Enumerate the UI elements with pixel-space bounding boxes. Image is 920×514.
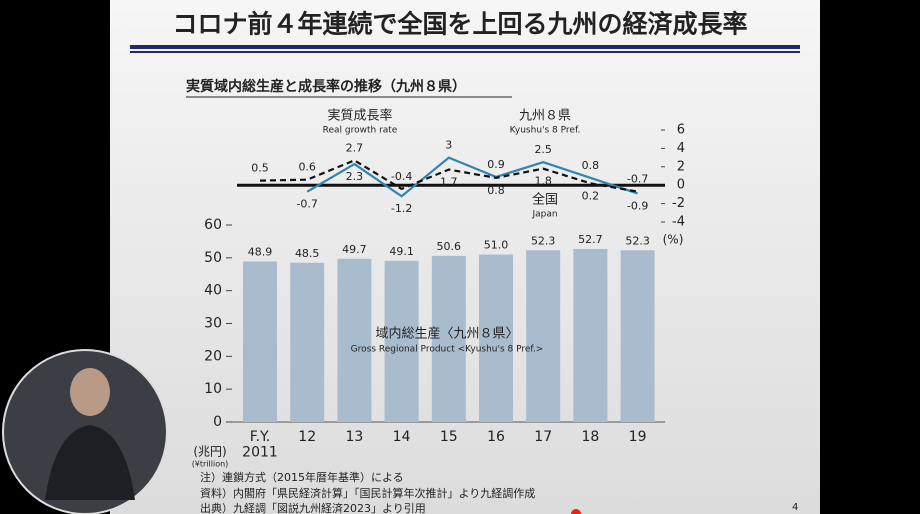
legend-label: 九州８県 — [519, 109, 571, 124]
value-label: 0.6 — [298, 161, 316, 174]
speaker-head — [70, 368, 110, 416]
legend-label-en: Kyushu's 8 Pref. — [510, 126, 581, 136]
x-tick-label: F.Y. 2011 — [242, 429, 278, 460]
line-series — [306, 156, 638, 198]
y-tick-label: -4 — [672, 215, 685, 230]
note: 資料）内閣府「県民経済計算」「国民計算年次推計」より九経調作成 — [200, 486, 535, 500]
axis-unit: (%) — [663, 233, 684, 247]
value-label: 48.9 — [248, 245, 273, 258]
value-label: -0.7 — [296, 198, 317, 211]
value-label: -1.2 — [391, 202, 412, 215]
line-series — [259, 159, 638, 193]
value-label: 51.0 — [484, 239, 509, 252]
value-label: -0.4 — [391, 170, 412, 183]
bar — [573, 248, 608, 422]
value-label: 2.3 — [346, 170, 364, 183]
value-label: 0.8 — [582, 159, 600, 172]
value-label: 3 — [445, 139, 452, 152]
value-label: 0.2 — [582, 189, 600, 202]
speaker-body — [45, 425, 135, 500]
y-tick-label: -2 — [672, 196, 685, 211]
bar — [337, 258, 372, 422]
value-label: 49.7 — [342, 243, 367, 256]
x-tick-label: 17 — [534, 429, 552, 445]
axis-unit-en: (¥trillion) — [192, 460, 229, 469]
x-tick-label: 14 — [393, 429, 411, 445]
y-tick-label: 40 — [204, 283, 222, 299]
bar — [526, 250, 561, 422]
speaker-video — [2, 349, 168, 514]
legend-label: 全国 — [532, 192, 558, 208]
y-tick-label: 10 — [204, 381, 222, 397]
bar — [290, 262, 325, 422]
value-label: 0.9 — [487, 158, 505, 171]
y-tick-label: 50 — [204, 250, 222, 266]
page-number: 4 — [792, 502, 798, 513]
axis-unit: (兆円) — [193, 445, 226, 459]
title-rule — [130, 45, 800, 49]
chart-subtitle: 実質域内総生産と成長率の推移（九州８県） — [186, 78, 466, 95]
chart-label-en: Gross Regional Product <Kyushu's 8 Pref.… — [351, 345, 544, 355]
progress-dot[interactable] — [571, 509, 581, 514]
bar — [479, 254, 513, 422]
value-label: 50.6 — [437, 240, 462, 253]
note: 出典）九経調「図説九州経済2023」より引用 — [200, 501, 426, 514]
legend-label-en: Japan — [531, 210, 557, 220]
x-tick-label: 13 — [345, 429, 363, 445]
x-tick-label: 16 — [487, 429, 505, 445]
value-label: 1.7 — [440, 176, 458, 189]
bar — [384, 260, 419, 422]
x-tick-label: 18 — [581, 429, 599, 445]
y-tick-label: 30 — [204, 316, 222, 332]
chart-label: 域内総生産〈九州８県〉 — [375, 326, 518, 342]
value-label: -0.7 — [627, 173, 648, 186]
x-tick-label: 19 — [629, 429, 647, 445]
y-tick-label: 20 — [204, 348, 222, 364]
value-label: 49.1 — [389, 245, 414, 258]
y-tick-label: 6 — [677, 123, 685, 138]
note: 注）連鎖方式（2015年暦年基準）による — [200, 470, 404, 484]
value-label: 2.5 — [534, 143, 552, 156]
x-tick-label: 15 — [440, 429, 458, 445]
y-tick-label: 0 — [213, 414, 222, 430]
value-label: 0.5 — [251, 162, 269, 175]
bar — [243, 261, 277, 422]
y-tick-label: 60 — [204, 217, 222, 233]
y-tick-label: 0 — [677, 178, 685, 193]
bar — [620, 250, 655, 422]
value-label: 52.7 — [578, 233, 603, 246]
value-label: 1.8 — [534, 175, 552, 188]
x-tick-label: 12 — [298, 429, 316, 445]
title-rule — [130, 51, 800, 53]
bar — [431, 255, 466, 422]
chart-label-en: Real growth rate — [323, 126, 398, 136]
value-label: 0.8 — [487, 184, 505, 197]
value-label: 52.3 — [625, 234, 650, 247]
value-label: -0.9 — [627, 199, 648, 212]
value-label: 48.5 — [295, 247, 320, 260]
value-label: 2.7 — [346, 141, 364, 154]
y-tick-label: 2 — [677, 159, 685, 174]
value-label: 52.3 — [531, 234, 556, 247]
chart-label: 実質成長率 — [327, 108, 392, 124]
y-tick-label: 4 — [677, 141, 685, 156]
slide-title: コロナ前４年連続で全国を上回る九州の経済成長率 — [172, 10, 747, 39]
